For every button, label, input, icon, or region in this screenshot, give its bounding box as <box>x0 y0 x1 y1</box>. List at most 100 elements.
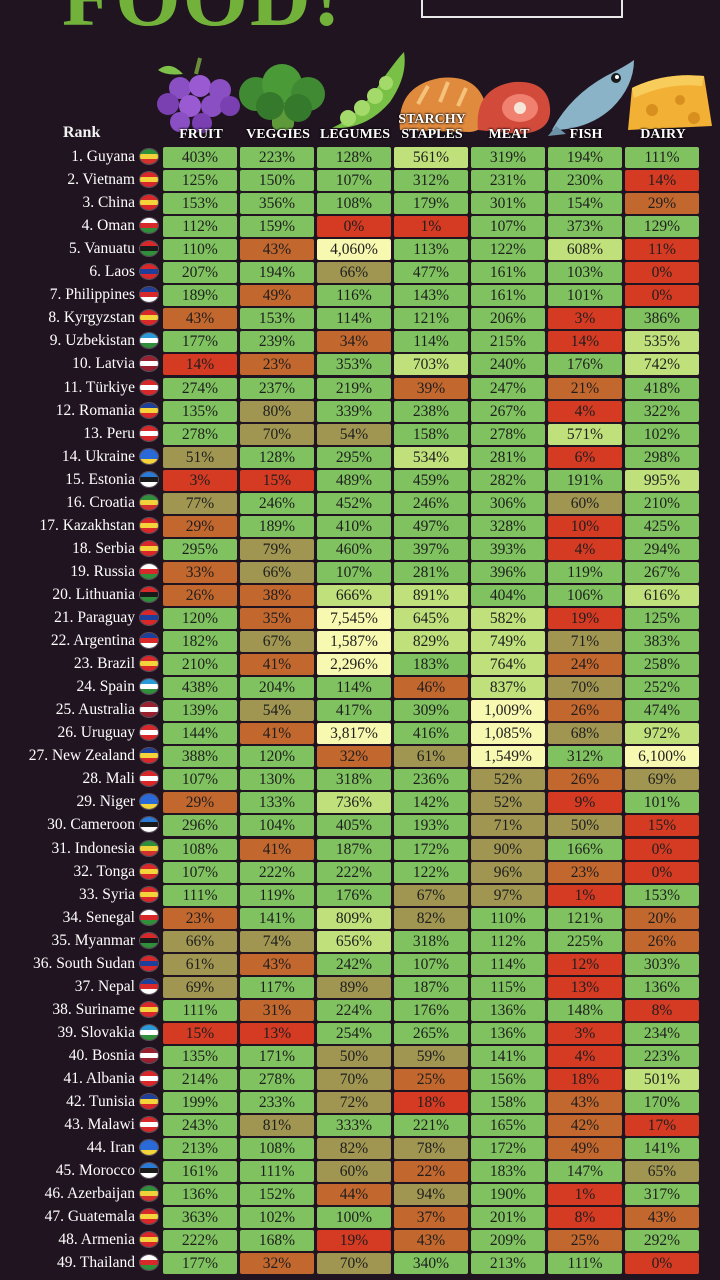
value-cell: 201% <box>471 1207 545 1229</box>
country-label: 12. Romania <box>55 401 135 419</box>
value-cell: 51% <box>163 446 237 468</box>
value-cell: 243% <box>163 1115 237 1137</box>
value-cell: 246% <box>394 492 468 514</box>
value-cell: 2,296% <box>317 654 391 676</box>
value-cell: 656% <box>317 930 391 952</box>
value-cell: 171% <box>240 1045 314 1067</box>
flag-icon <box>140 909 158 925</box>
flag-icon <box>140 978 158 994</box>
value-cell: 41% <box>240 838 314 860</box>
value-cell: 25% <box>394 1069 468 1090</box>
value-cell: 129% <box>625 216 699 238</box>
value-cell: 383% <box>625 631 699 653</box>
value-cell: 15% <box>163 1022 237 1044</box>
value-cell: 165% <box>471 1115 545 1137</box>
value-cell: 130% <box>240 769 314 791</box>
value-cell: 125% <box>625 608 699 629</box>
flag-icon <box>140 702 158 718</box>
value-cell: 176% <box>548 354 622 376</box>
value-cell: 41% <box>240 723 314 745</box>
table-row: 8. Kyrgyzstan 43% 153% 114% 121% 206% 3% 386% <box>0 307 720 330</box>
value-cell: 66% <box>317 262 391 284</box>
value-cell: 742% <box>625 354 699 376</box>
value-cell: 388% <box>163 746 237 768</box>
value-cell: 107% <box>394 953 468 975</box>
value-cell: 0% <box>625 285 699 307</box>
value-cell: 267% <box>625 561 699 583</box>
value-cell: 210% <box>163 654 237 676</box>
value-cell: 114% <box>471 953 545 975</box>
country-label: 31. Indonesia <box>51 839 135 857</box>
value-cell: 29% <box>163 515 237 537</box>
value-cell: 37% <box>394 1207 468 1229</box>
value-cell: 608% <box>548 239 622 261</box>
value-cell: 82% <box>317 1138 391 1160</box>
value-cell: 79% <box>240 538 314 560</box>
country-label: 35. Myanmar <box>51 931 135 949</box>
flag-icon <box>140 725 158 741</box>
value-cell: 158% <box>471 1092 545 1114</box>
value-cell: 23% <box>163 907 237 929</box>
value-cell: 122% <box>394 861 468 883</box>
country-label: 18. Serbia <box>72 539 135 557</box>
table-row: 34. Senegal 23% 141% 809% 82% 110% 121% 20% <box>0 907 720 929</box>
flag-icon <box>140 448 158 464</box>
value-cell: 111% <box>240 1161 314 1183</box>
value-cell: 158% <box>394 423 468 445</box>
value-cell: 242% <box>317 953 391 975</box>
value-cell: 69% <box>163 976 237 998</box>
value-cell: 210% <box>625 492 699 514</box>
value-cell: 189% <box>163 285 237 307</box>
value-cell: 15% <box>625 815 699 837</box>
value-cell: 43% <box>394 1230 468 1252</box>
table-row: 44. Iran 213% 108% 82% 78% 172% 49% 141% <box>0 1137 720 1160</box>
value-cell: 100% <box>317 1207 391 1229</box>
country-label: 24. Spain <box>76 678 135 696</box>
table-row: 22. Argentina 182% 67% 1,587% 829% 749% 71% 383… <box>0 630 720 653</box>
value-cell: 106% <box>548 584 622 606</box>
value-cell: 136% <box>625 976 699 998</box>
value-cell: 318% <box>317 769 391 791</box>
column-header: FRUIT <box>179 127 223 142</box>
value-cell: 393% <box>471 538 545 560</box>
value-cell: 339% <box>317 400 391 422</box>
value-cell: 6,100% <box>625 746 699 768</box>
value-cell: 224% <box>317 999 391 1021</box>
value-cell: 561% <box>394 147 468 168</box>
country-label: 5. Vanuatu <box>68 240 135 258</box>
value-cell: 223% <box>240 147 314 168</box>
value-cell: 309% <box>394 700 468 722</box>
column-header: LEGUMES <box>319 127 390 142</box>
country-label: 9. Uzbekistan <box>49 332 135 350</box>
value-cell: 170% <box>625 1092 699 1114</box>
value-cell: 14% <box>163 354 237 376</box>
value-cell: 183% <box>394 654 468 676</box>
value-cell: 21% <box>548 377 622 399</box>
table-row: 19. Russia 33% 66% 107% 281% 396% 119% 267% <box>0 561 720 583</box>
value-cell: 177% <box>163 1253 237 1275</box>
value-cell: 3% <box>163 469 237 491</box>
value-cell: 41% <box>240 654 314 676</box>
value-cell: 66% <box>240 561 314 583</box>
value-cell: 136% <box>471 999 545 1021</box>
value-cell: 417% <box>317 700 391 722</box>
country-label: 49. Thailand <box>56 1254 135 1272</box>
value-cell: 115% <box>471 976 545 998</box>
country-label: 36. South Sudan <box>32 954 135 972</box>
value-cell: 94% <box>394 1184 468 1206</box>
value-cell: 25% <box>548 1230 622 1252</box>
value-cell: 312% <box>548 746 622 768</box>
table-row: 33. Syria 111% 119% 176% 67% 97% 1% 153% <box>0 884 720 906</box>
value-cell: 318% <box>394 930 468 952</box>
table-row: 40. Bosnia 135% 171% 50% 59% 141% 4% 223% <box>0 1045 720 1067</box>
value-cell: 156% <box>471 1069 545 1090</box>
value-cell: 474% <box>625 700 699 722</box>
value-cell: 278% <box>163 423 237 445</box>
value-cell: 18% <box>548 1069 622 1090</box>
value-cell: 133% <box>240 792 314 814</box>
value-cell: 194% <box>240 262 314 284</box>
value-cell: 265% <box>394 1022 468 1044</box>
value-cell: 54% <box>317 423 391 445</box>
value-cell: 312% <box>394 170 468 192</box>
table-row: 7. Philippines 189% 49% 116% 143% 161% 101% 0% <box>0 284 720 307</box>
